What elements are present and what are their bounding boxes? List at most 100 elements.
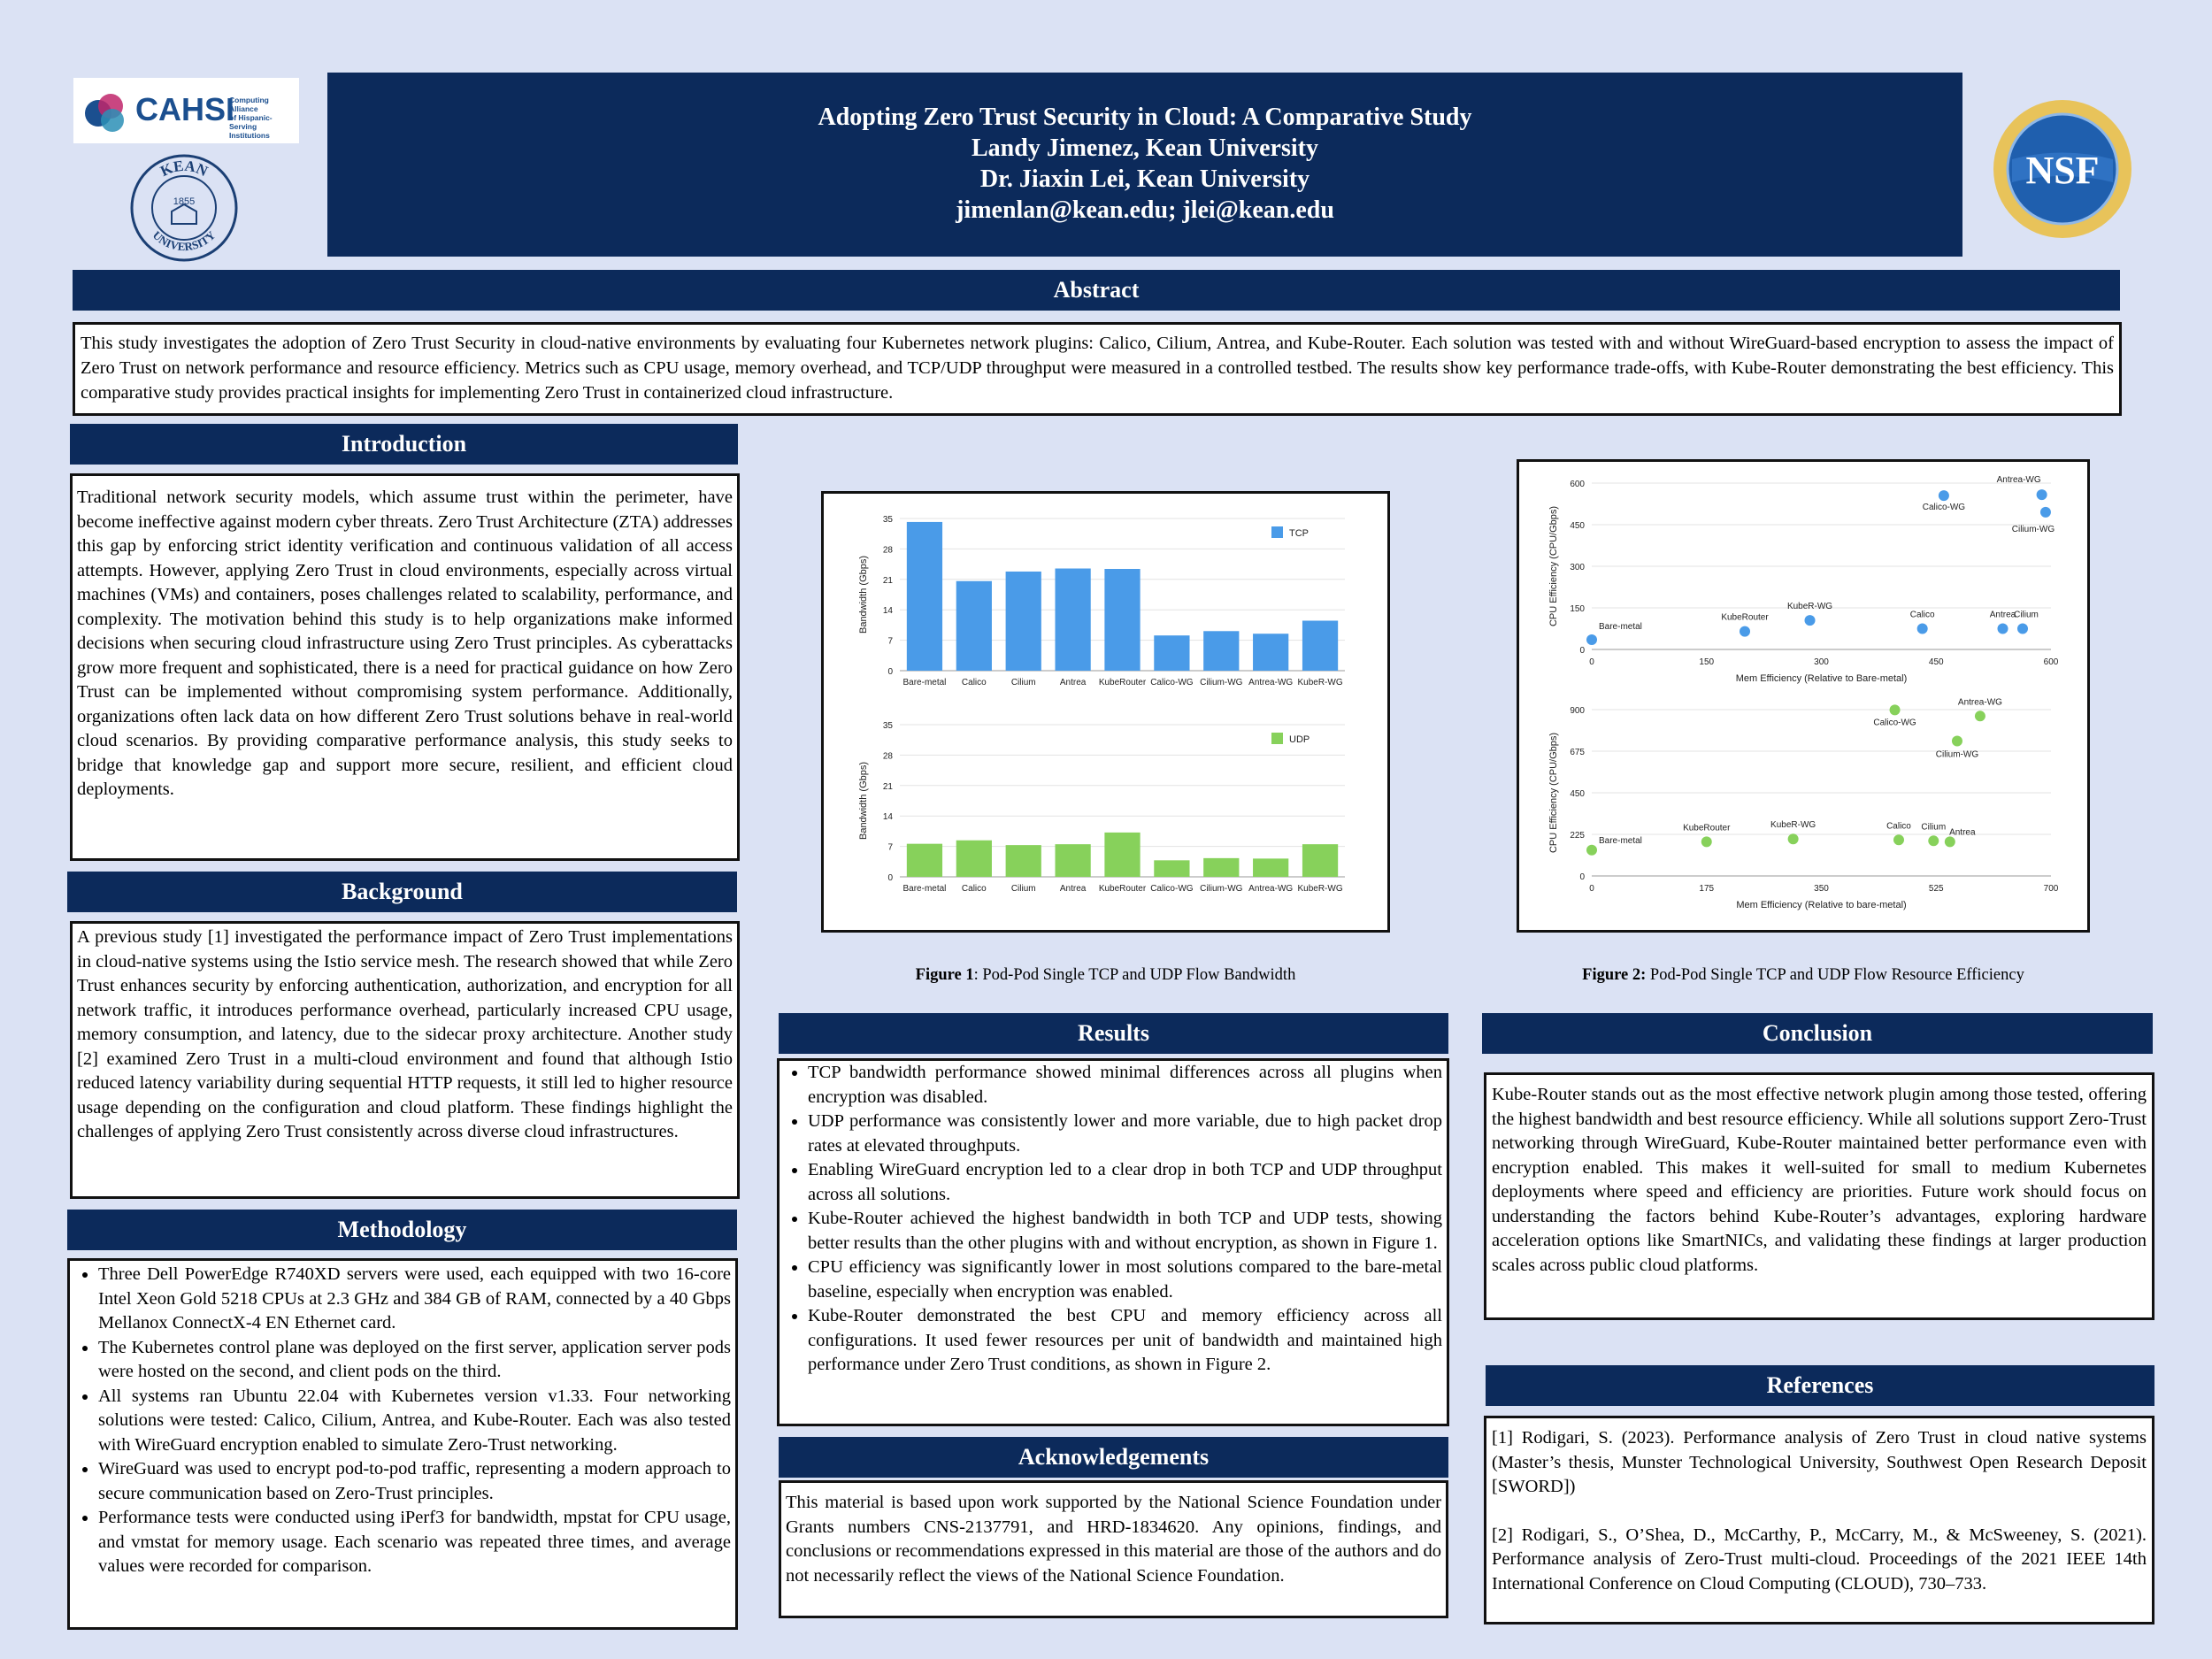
- data-point-label: Antrea-WG: [1958, 697, 2002, 707]
- poster-title: Adopting Zero Trust Security in Cloud: A…: [818, 104, 1472, 131]
- cpu-mem-efficiency-tcp-chart: 0 150 300 450 600 0 150 300 450 600 Mem Efficiency…: [1542, 471, 2069, 692]
- udp-bandwidth-chart: 0 7 14 21 28 35 Bandwidth (Gbps) Bare-metal Cali…: [854, 712, 1354, 907]
- y-tick-label: 450: [1570, 521, 1585, 531]
- y-tick-label: 0: [1579, 872, 1585, 882]
- legend-label: TCP: [1289, 528, 1309, 539]
- nsf-logo: NSF: [1991, 97, 2134, 241]
- data-point: [1951, 735, 1962, 747]
- data-point: [1804, 615, 1816, 626]
- y-tick-label: 14: [883, 812, 894, 822]
- chart-background: [1542, 471, 2069, 692]
- y-tick-label: 35: [883, 721, 894, 731]
- conclusion-heading: Conclusion: [1482, 1013, 2153, 1054]
- data-point: [1740, 626, 1750, 637]
- abstract-heading: Abstract: [73, 270, 2120, 311]
- data-point-label: Cilium: [1921, 822, 1946, 832]
- y-tick-label: 300: [1570, 563, 1585, 572]
- y-tick-label: 7: [887, 637, 893, 647]
- data-point: [2039, 506, 2051, 518]
- data-point-label: Antrea: [1949, 827, 1976, 837]
- background-box: A previous study [1] investigated the pe…: [70, 921, 740, 1199]
- x-tick-label: 0: [1589, 884, 1594, 894]
- methodology-box: Three Dell PowerEdge R740XD servers were…: [67, 1258, 738, 1630]
- data-point-label: Bare-metal: [1599, 622, 1642, 632]
- bar: [1154, 635, 1190, 671]
- y-axis-label: Bandwidth (Gbps): [858, 762, 869, 840]
- bar: [956, 840, 992, 877]
- x-tick-label: 0: [1589, 657, 1594, 667]
- y-tick-label: 675: [1570, 748, 1585, 757]
- x-tick-label: Antrea: [1060, 884, 1087, 894]
- results-box: TCP bandwidth performance showed minimal…: [777, 1058, 1449, 1426]
- x-tick-label: Cilium: [1011, 678, 1036, 687]
- y-tick-label: 28: [883, 751, 894, 761]
- bar: [1055, 568, 1091, 671]
- acknowledgements-heading: Acknowledgements: [779, 1437, 1448, 1478]
- cahsi-subtitle: Computing Alliance of Hispanic-Serving I…: [229, 96, 273, 140]
- data-point-label: Antrea-WG: [1997, 475, 2041, 485]
- data-point: [1701, 836, 1712, 848]
- y-tick-label: 21: [883, 576, 894, 586]
- y-tick-label: 7: [887, 843, 893, 853]
- x-tick-label: Calico-WG: [1150, 884, 1194, 894]
- x-tick-label: Antrea-WG: [1248, 884, 1293, 894]
- data-point-label: KubeR-WG: [1770, 820, 1816, 830]
- reference-item: [1] Rodigari, S. (2023). Performance ana…: [1492, 1428, 2147, 1496]
- y-tick-label: 0: [887, 667, 893, 677]
- data-point: [1944, 836, 1955, 848]
- x-tick-label: KubeRouter: [1099, 884, 1147, 894]
- y-tick-label: 225: [1570, 831, 1585, 841]
- data-point: [1928, 835, 1939, 847]
- x-tick-label: Antrea-WG: [1248, 678, 1293, 687]
- reference-item: [2] Rodigari, S., O’Shea, D., McCarthy, …: [1492, 1525, 2147, 1594]
- data-point-label: Cilium-WG: [1936, 750, 1979, 760]
- figure-2-label: Figure 2:: [1582, 966, 1647, 984]
- list-item: Kube-Router achieved the highest bandwid…: [808, 1207, 1442, 1256]
- data-point-label: Cilium: [2014, 611, 2039, 620]
- list-item: All systems ran Ubuntu 22.04 with Kubern…: [98, 1385, 731, 1458]
- y-tick-label: 450: [1570, 789, 1585, 799]
- methodology-list: Three Dell PowerEdge R740XD servers were…: [75, 1263, 731, 1579]
- list-item: Three Dell PowerEdge R740XD servers were…: [98, 1263, 731, 1336]
- data-point: [1586, 634, 1597, 646]
- data-point-label: Calico-WG: [1923, 503, 1966, 512]
- data-point: [1938, 490, 1949, 502]
- kean-seal-bottom-text: UNIVERSITY: [150, 228, 219, 254]
- cahsi-logo: CAHSI Computing Alliance of Hispanic-Ser…: [73, 78, 299, 143]
- data-point: [1974, 710, 1985, 722]
- x-tick-label: 350: [1814, 884, 1829, 894]
- figure-1-caption: Figure 1: Pod-Pod Single TCP and UDP Flo…: [821, 966, 1390, 985]
- x-tick-label: Cilium: [1011, 884, 1036, 894]
- x-tick-label: 300: [1814, 657, 1829, 667]
- cpu-mem-efficiency-udp-chart: 0 225 450 675 900 0 175 350 525 700 Mem Efficiency…: [1542, 697, 2069, 918]
- x-axis-label: Mem Efficiency (Relative to Bare-metal): [1736, 673, 1908, 684]
- y-axis-label: CPU Efficiency (CPU/Gbps): [1548, 733, 1559, 853]
- x-axis-label: Mem Efficiency (Relative to bare-metal): [1736, 900, 1906, 910]
- list-item: UDP performance was consistently lower a…: [808, 1110, 1442, 1158]
- list-item: TCP bandwidth performance showed minimal…: [808, 1061, 1442, 1110]
- svg-text:UNIVERSITY: UNIVERSITY: [150, 228, 219, 254]
- bar: [906, 521, 943, 671]
- bar: [1104, 832, 1141, 877]
- data-point: [1586, 844, 1597, 856]
- data-point-label: KubeRouter: [1721, 613, 1769, 623]
- x-tick-label: KubeR-WG: [1297, 678, 1342, 687]
- figure-2-caption: Figure 2: Pod-Pod Single TCP and UDP Flo…: [1517, 966, 2090, 985]
- bar: [1302, 844, 1339, 877]
- x-tick-label: Calico-WG: [1150, 678, 1194, 687]
- cahsi-wordmark: CAHSI: [135, 91, 235, 127]
- data-point-label: Calico: [1910, 611, 1935, 620]
- data-point: [1916, 623, 1928, 634]
- data-point-label: Calico-WG: [1873, 718, 1916, 727]
- introduction-text: Traditional network security models, whi…: [77, 488, 733, 799]
- results-heading: Results: [779, 1013, 1448, 1054]
- bar: [1104, 569, 1141, 671]
- data-point-label: Calico: [1886, 821, 1911, 831]
- author-2: Dr. Jiaxin Lei, Kean University: [979, 165, 1310, 193]
- y-tick-label: 21: [883, 782, 894, 792]
- abstract-text: This study investigates the adoption of …: [81, 334, 2114, 403]
- bar: [906, 843, 943, 877]
- x-tick-label: Calico: [962, 884, 987, 894]
- chart-background: [1542, 697, 2069, 918]
- author-1: Landy Jimenez, Kean University: [972, 134, 1318, 162]
